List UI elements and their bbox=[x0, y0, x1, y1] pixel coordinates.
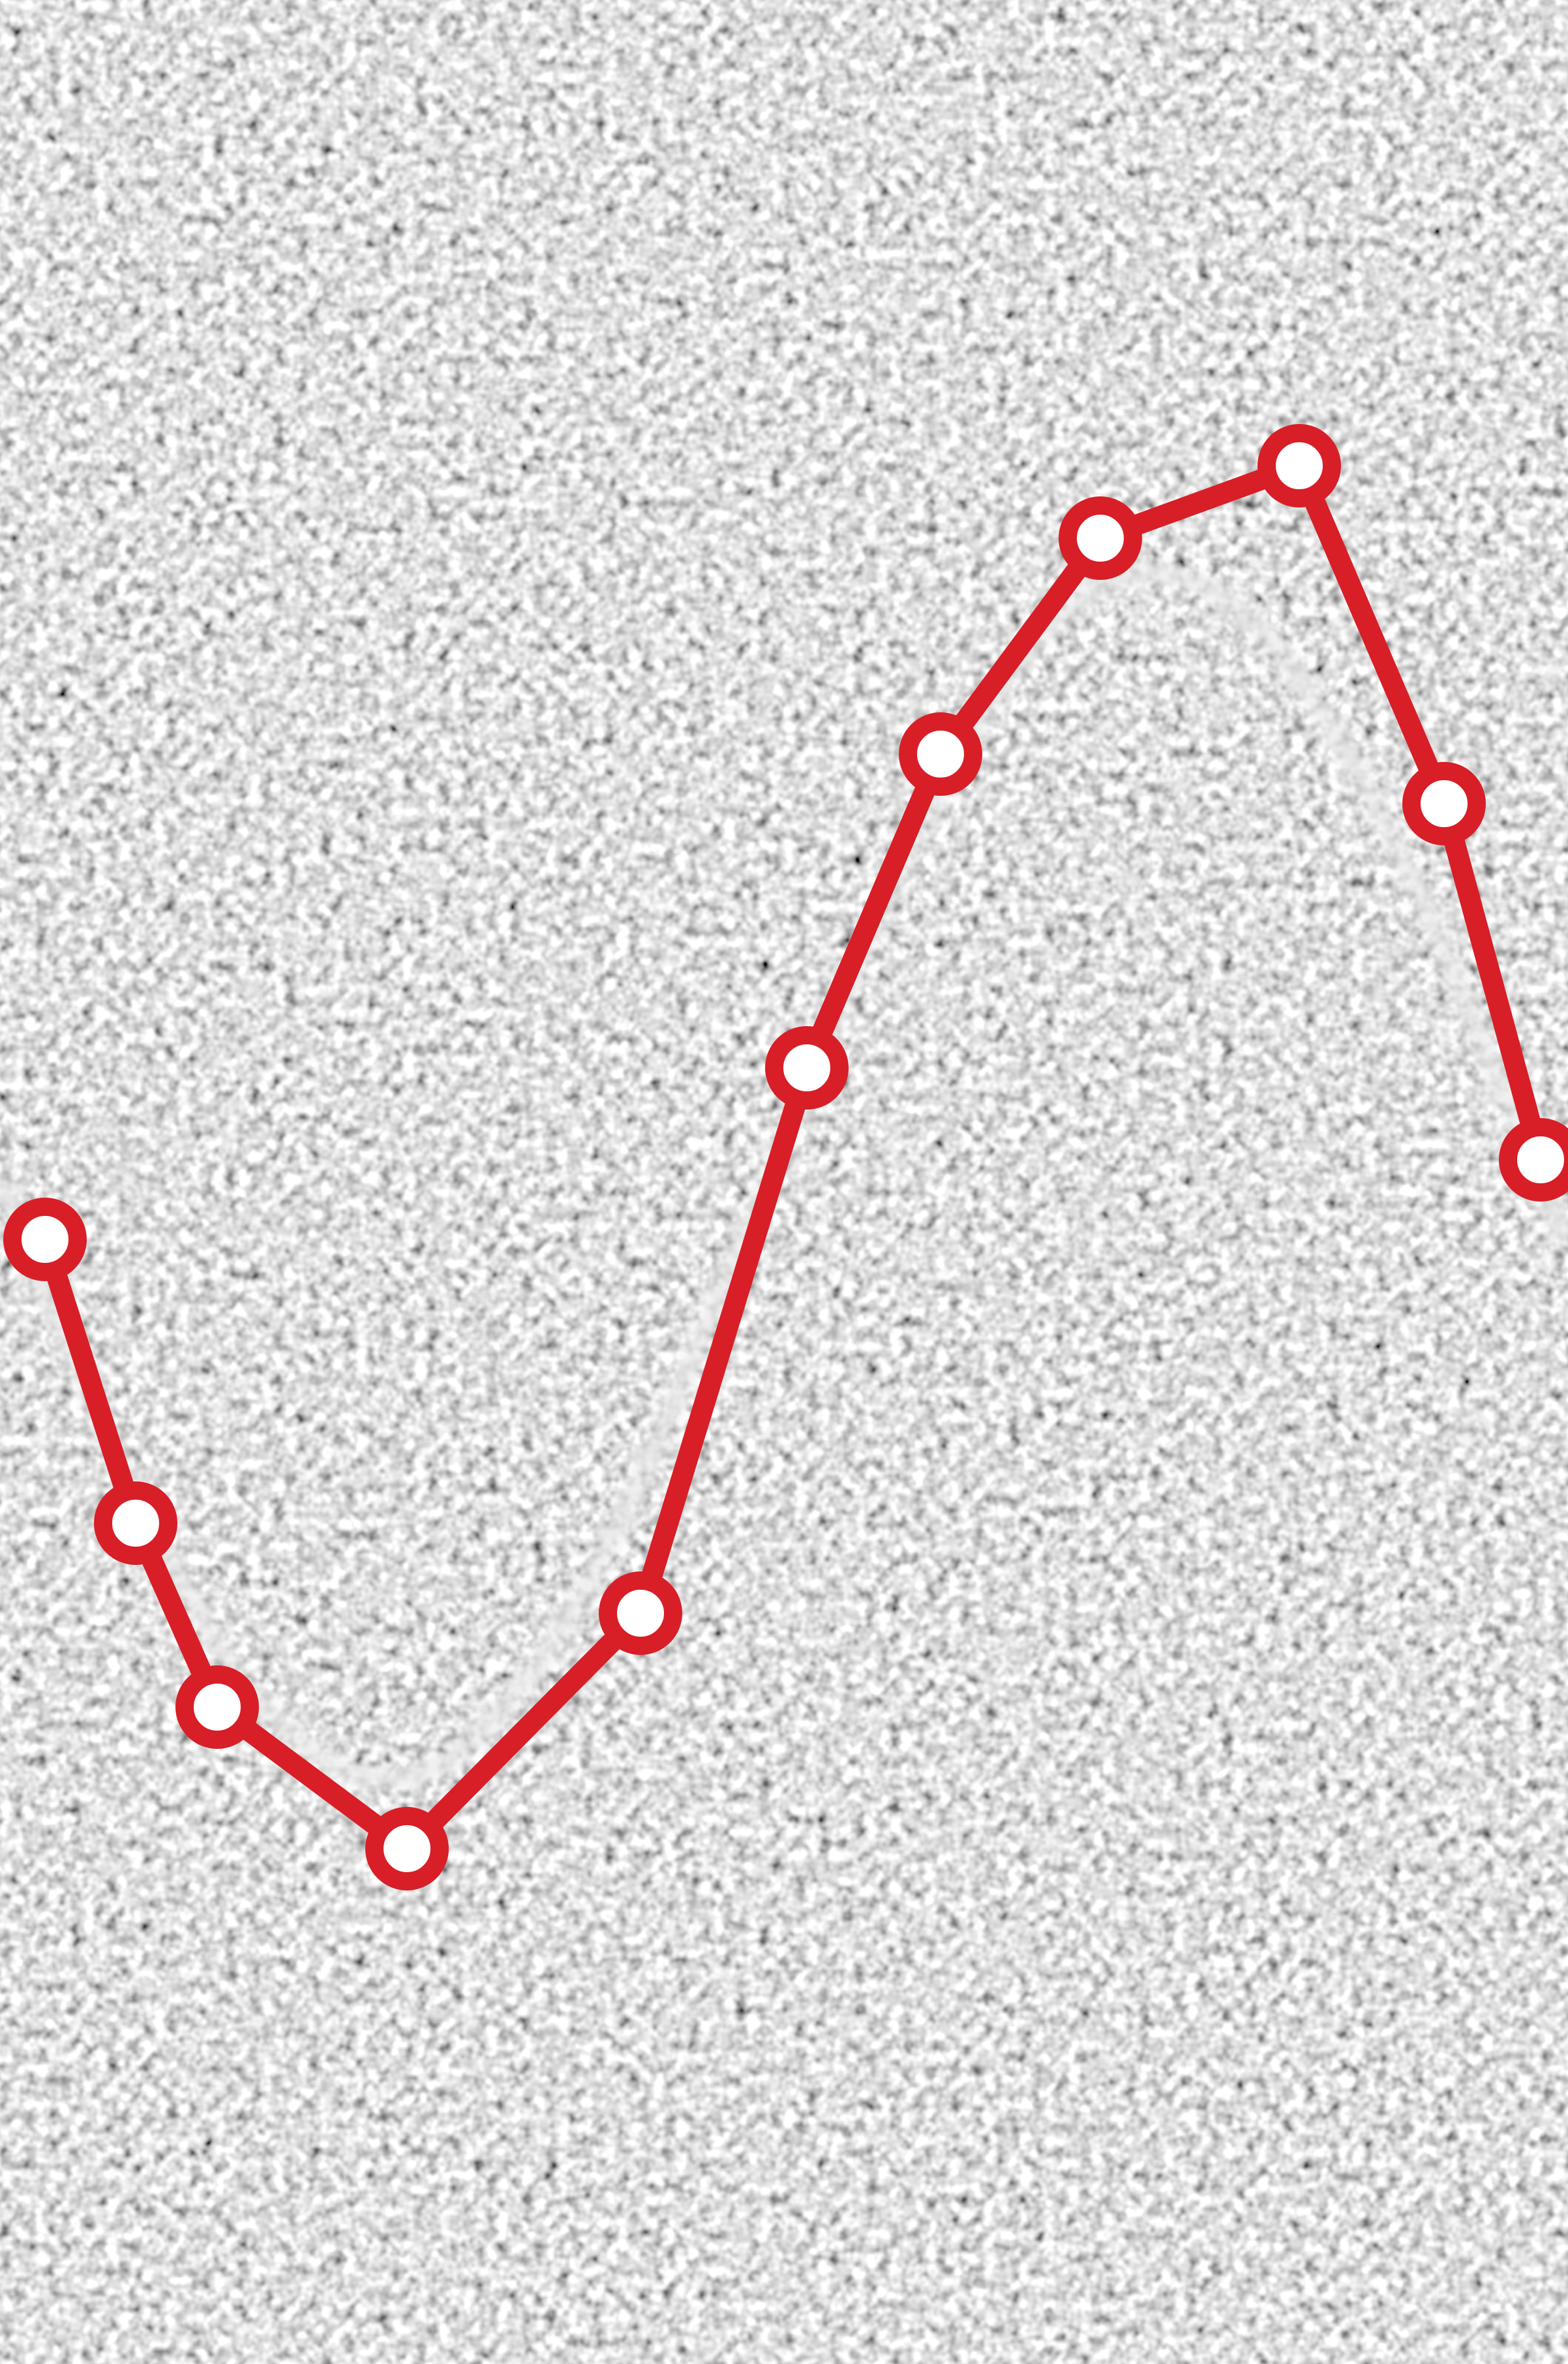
marker bbox=[765, 1026, 849, 1110]
marker bbox=[1258, 424, 1341, 508]
marker bbox=[365, 1807, 449, 1890]
marker bbox=[94, 1481, 177, 1565]
marker bbox=[899, 712, 982, 796]
marker bbox=[3, 1198, 87, 1281]
marker bbox=[1059, 496, 1142, 580]
marker bbox=[1402, 762, 1486, 845]
marker bbox=[1499, 1118, 1568, 1202]
marker bbox=[175, 1665, 259, 1749]
marker bbox=[599, 1571, 682, 1655]
markers bbox=[3, 424, 1568, 1890]
